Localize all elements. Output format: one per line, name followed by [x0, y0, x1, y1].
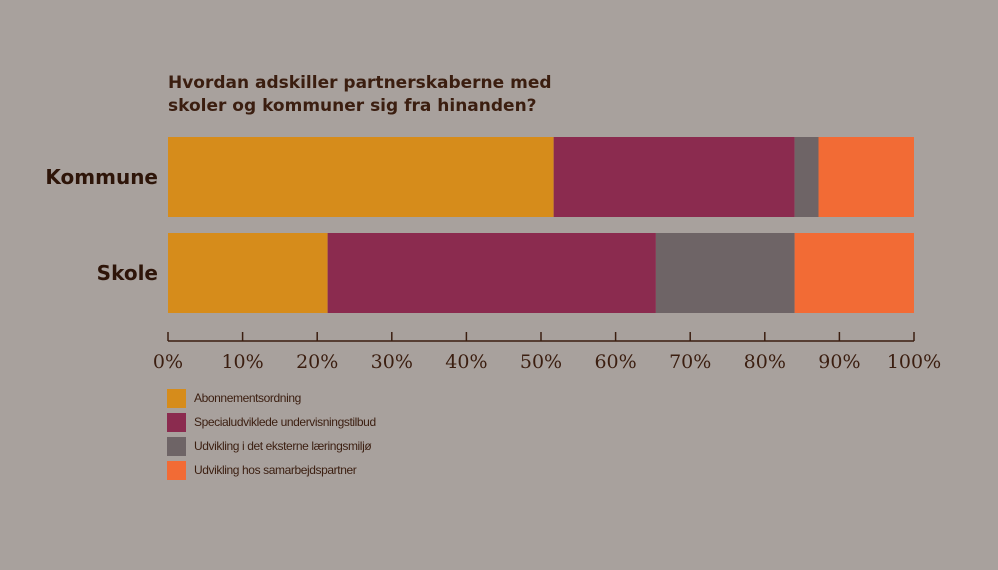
chart-title: Hvordan adskiller partnerskaberne med sk…: [168, 72, 588, 118]
category-label-kommune: Kommune: [45, 165, 158, 189]
x-tick-label-9: 90%: [818, 351, 860, 373]
bar-skole-series-3: [794, 233, 914, 313]
legend-swatch-3: [167, 461, 186, 480]
x-tick-label-3: 30%: [371, 351, 413, 373]
bar-kommune-series-1: [553, 137, 795, 217]
legend-swatch-0: [167, 389, 186, 408]
x-tick-label-7: 70%: [669, 351, 711, 373]
x-tick-label-2: 20%: [296, 351, 338, 373]
x-tick-label-4: 40%: [445, 351, 487, 373]
legend-label-2: Udvikling i det eksterne læringsmiljø: [194, 439, 372, 453]
x-tick-label-8: 80%: [744, 351, 786, 373]
bar-kommune-series-3: [818, 137, 914, 217]
legend-label-1: Specialudviklede undervisningstilbud: [194, 415, 376, 429]
legend-swatch-1: [167, 413, 186, 432]
x-tick-label-0: 0%: [153, 351, 183, 373]
bar-skole-series-2: [655, 233, 795, 313]
bar-kommune-series-2: [794, 137, 819, 217]
chart-title-line-1: Hvordan adskiller partnerskaberne med: [168, 73, 552, 93]
x-tick-label-5: 50%: [520, 351, 562, 373]
legend-label-3: Udvikling hos samarbejdspartner: [194, 463, 357, 477]
x-tick-label-10: 100%: [887, 351, 941, 373]
bar-skole-series-0: [168, 233, 328, 313]
x-tick-label-6: 60%: [594, 351, 636, 373]
x-tick-label-1: 10%: [221, 351, 263, 373]
legend-label-0: Abonnementsordning: [194, 391, 301, 405]
bar-skole-series-1: [327, 233, 656, 313]
chart-title-line-2: skoler og kommuner sig fra hinanden?: [168, 96, 537, 116]
category-label-skole: Skole: [97, 261, 158, 285]
bar-kommune-series-0: [168, 137, 554, 217]
legend-swatch-2: [167, 437, 186, 456]
